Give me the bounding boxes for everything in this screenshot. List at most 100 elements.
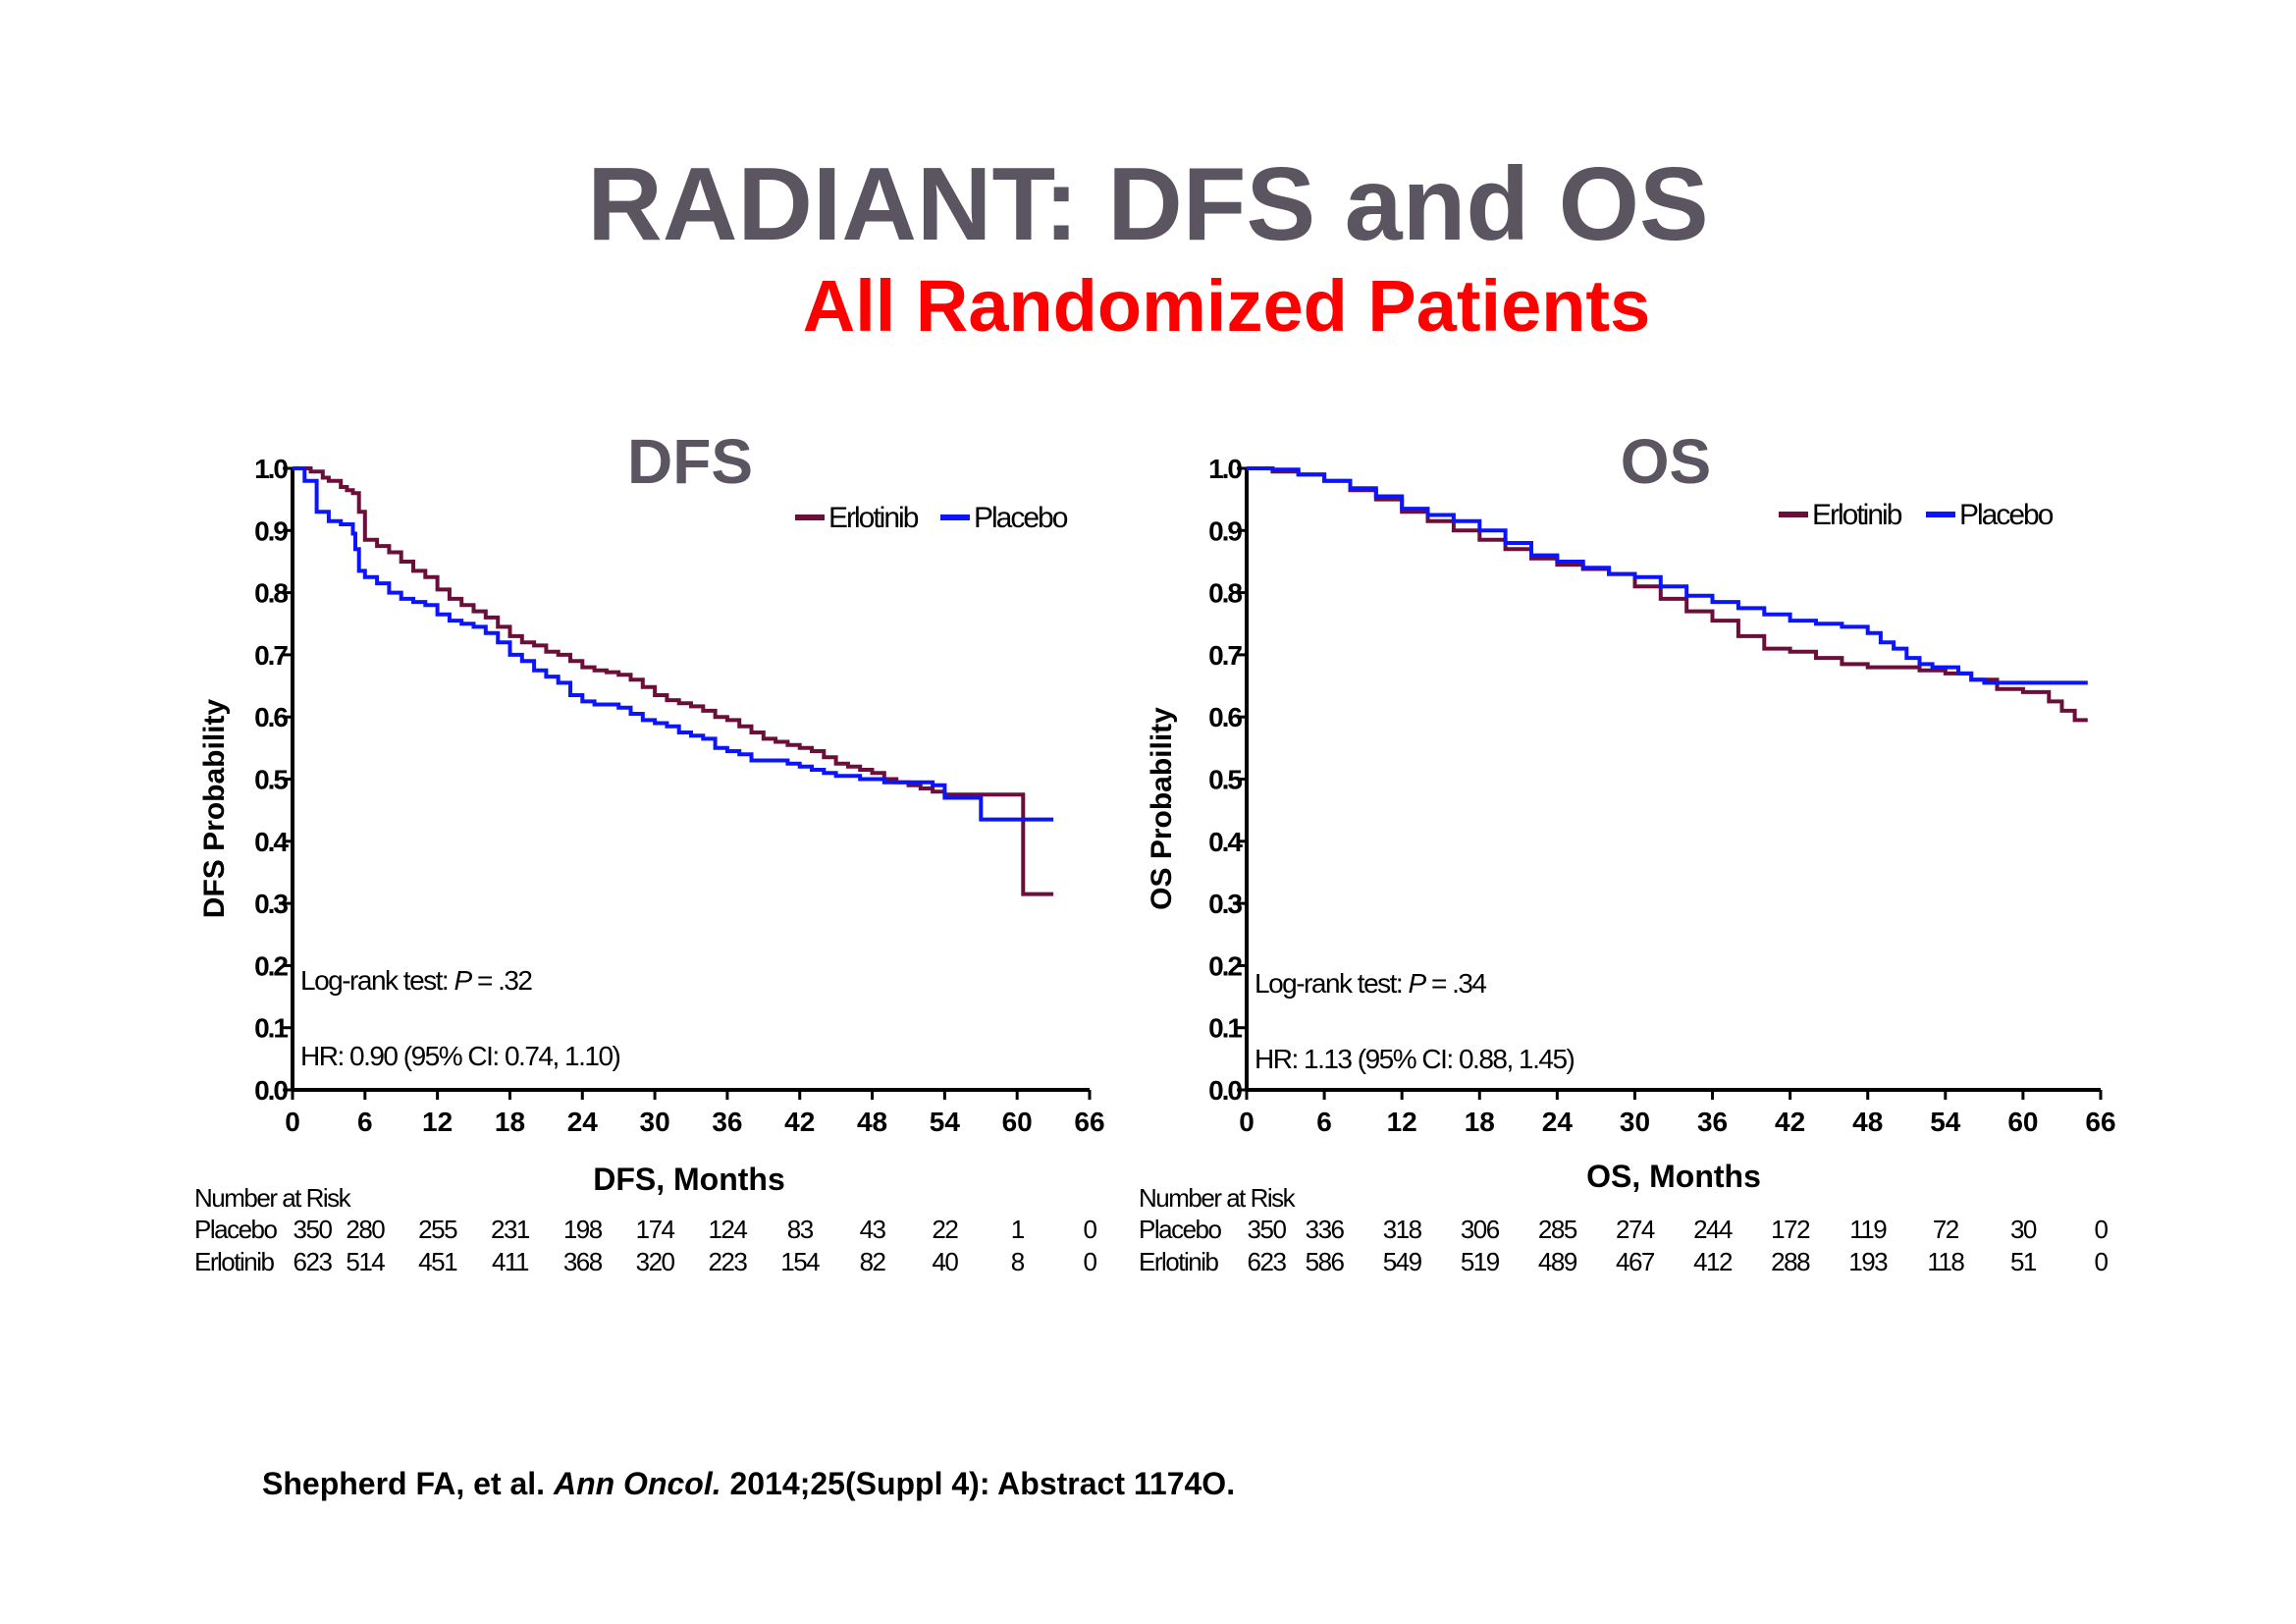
risk-row-label: Erlotinib [194,1247,275,1276]
risk-cell: 174 [635,1215,675,1244]
risk-cell: 336 [1305,1215,1345,1244]
risk-cell: 223 [708,1247,747,1276]
risk-cell: 231 [491,1215,530,1244]
risk-cell: 489 [1537,1247,1577,1276]
legend-label-erlotinib: Erlotinib [828,502,919,534]
dfs-number-at-risk-table: Number at Risk Placebo 350 280 255 231 198 174… [194,1183,1097,1291]
y-axis-label: DFS Probability [198,699,231,919]
y-tick-label: 0.8 [1208,578,1242,609]
y-tick-label: 0.9 [254,515,288,546]
y-tick-label: 1.0 [1208,454,1242,484]
risk-cell: 519 [1460,1247,1500,1276]
y-tick-label: 0.3 [254,889,288,919]
risk-cell: 411 [491,1247,529,1276]
x-tick-label: 30 [640,1107,670,1137]
risk-cell: 451 [418,1247,457,1276]
risk-cell: 350 [1247,1215,1287,1244]
risk-cell: 40 [932,1247,958,1276]
risk-header: Number at Risk [194,1183,351,1213]
x-tick-label: 0 [1239,1107,1255,1137]
risk-cell: 623 [1247,1247,1287,1276]
x-tick-label: 12 [422,1107,453,1137]
legend-label-placebo: Placebo [1959,499,2054,531]
risk-cell: 623 [293,1247,333,1276]
x-tick-label: 66 [1074,1107,1104,1137]
risk-cell: 467 [1616,1247,1655,1276]
risk-cell: 280 [346,1215,385,1244]
x-tick-label: 42 [1775,1107,1805,1137]
risk-cell: 51 [2009,1247,2037,1276]
risk-cell: 320 [635,1247,675,1276]
hr-annotation: HR: 0.90 (95% CI: 0.74, 1.10) [300,1041,620,1071]
x-tick-label: 36 [1697,1107,1728,1137]
risk-cell: 285 [1537,1215,1577,1244]
risk-cell: 118 [1927,1247,1964,1276]
risk-cell: 22 [932,1215,958,1244]
x-tick-label: 0 [285,1107,300,1137]
risk-cell: 549 [1382,1247,1422,1276]
page-title: RADIANT: DFS and OS [587,146,1709,262]
risk-cell: 82 [859,1247,886,1276]
risk-cell: 274 [1616,1215,1655,1244]
citation: Shepherd FA, et al. Ann Oncol. 2014;25(S… [262,1466,1235,1502]
risk-cell: 514 [346,1247,385,1276]
y-tick-label: 0.5 [254,765,288,795]
x-tick-label: 6 [1316,1107,1332,1137]
risk-row-label: Placebo [1139,1215,1222,1244]
y-tick-label: 0.6 [254,702,288,732]
risk-cell: 306 [1460,1215,1500,1244]
x-tick-label: 66 [2085,1107,2115,1137]
y-tick-label: 0.7 [254,640,288,671]
x-tick-label: 60 [1002,1107,1033,1137]
risk-cell: 0 [2094,1247,2109,1276]
risk-row-label: Placebo [194,1215,278,1244]
y-tick-label: 0.3 [1208,889,1242,919]
series-line-erlotinib [293,466,1054,896]
risk-cell: 288 [1771,1247,1810,1276]
risk-cell: 30 [2009,1215,2037,1244]
x-tick-label: 18 [495,1107,525,1137]
x-tick-label: 12 [1387,1107,1417,1137]
y-tick-label: 0.4 [254,827,289,857]
y-tick-label: 0.2 [254,950,288,981]
x-tick-label: 54 [930,1107,961,1137]
risk-cell: 172 [1771,1215,1810,1244]
legend-label-placebo: Placebo [974,502,1068,534]
risk-cell: 198 [562,1215,603,1244]
citation-authors: Shepherd FA, et al. [262,1466,546,1501]
risk-cell: 586 [1305,1247,1345,1276]
risk-cell: 412 [1693,1247,1733,1276]
risk-cell: 43 [859,1215,886,1244]
risk-cell: 318 [1382,1215,1422,1244]
x-tick-label: 18 [1465,1107,1495,1137]
risk-cell: 0 [2094,1215,2109,1244]
logrank-annotation: Log-rank test: P = .32 [300,965,532,996]
risk-header: Number at Risk [1139,1183,1296,1213]
series-line-placebo [293,466,1054,822]
os-number-at-risk-table: Number at Risk Placebo 350 336 318 306 285 274… [1139,1183,2120,1291]
y-tick-label: 0.0 [1208,1075,1242,1106]
y-tick-label: 0.9 [1208,515,1242,546]
risk-cell: 72 [1932,1215,1959,1244]
page-subtitle: All Randomized Patients [802,265,1651,347]
y-tick-label: 0.8 [254,578,288,609]
risk-cell: 154 [780,1247,820,1276]
y-tick-label: 0.0 [254,1075,288,1106]
risk-cell: 350 [293,1215,333,1244]
logrank-annotation: Log-rank test: P = .34 [1255,968,1486,999]
x-tick-label: 24 [1542,1107,1574,1137]
x-axis-label: OS, Months [1586,1159,1761,1194]
risk-cell: 119 [1849,1215,1887,1244]
chart-title: DFS [627,426,753,497]
y-axis-label: OS Probability [1146,707,1178,910]
risk-cell: 0 [1083,1247,1097,1276]
y-tick-label: 0.1 [1208,1013,1242,1044]
y-tick-label: 0.7 [1208,640,1242,671]
x-tick-label: 48 [1852,1107,1883,1137]
risk-row-label: Erlotinib [1139,1247,1219,1276]
x-tick-label: 24 [567,1107,599,1137]
risk-cell: 124 [708,1215,747,1244]
x-tick-label: 54 [1930,1107,1961,1137]
